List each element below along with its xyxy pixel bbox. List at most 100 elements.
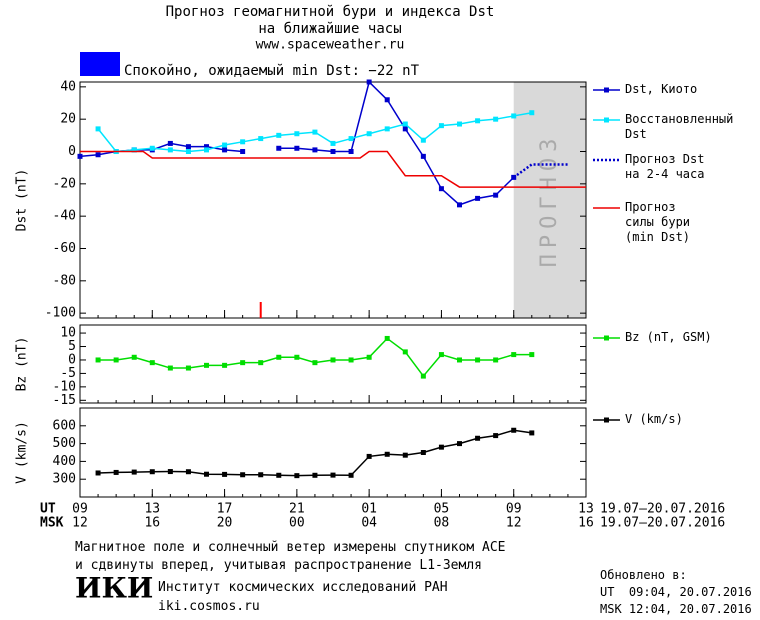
data-point: [348, 472, 354, 478]
x-tick-label: 05: [434, 502, 450, 517]
data-point: [493, 116, 499, 122]
data-point: [149, 469, 155, 475]
y-tick-label: 600: [53, 418, 76, 433]
x-tick-label: 09: [506, 502, 522, 517]
legend-entry: Восстановленный Dst: [625, 112, 734, 141]
data-point: [149, 145, 155, 151]
data-point: [77, 153, 83, 159]
y-axis-label: Dst (nT): [15, 169, 30, 232]
data-point: [258, 136, 264, 142]
status-indicator: [80, 52, 120, 76]
data-point: [475, 195, 481, 201]
y-tick-label: 5: [68, 339, 76, 354]
updated-msk: MSK 12:04, 20.07.2016: [600, 602, 752, 616]
y-tick-label: 10: [60, 326, 76, 341]
y-tick-label: 500: [53, 436, 76, 451]
subtitle: на ближайшие часы: [258, 21, 401, 37]
data-point: [113, 357, 119, 363]
data-point: [366, 453, 372, 459]
data-point: [475, 435, 481, 441]
y-axis-label: V (km/s): [15, 421, 30, 484]
data-point: [402, 349, 408, 355]
data-point: [330, 472, 336, 478]
logo: ИКИ: [75, 572, 153, 605]
data-point: [402, 452, 408, 458]
data-point: [95, 357, 101, 363]
data-point: [294, 131, 300, 137]
series-line: [98, 337, 532, 378]
data-point: [384, 451, 390, 457]
forecast-region: [513, 82, 586, 318]
data-point: [348, 357, 354, 363]
data-point: [204, 362, 209, 368]
data-point: [420, 137, 426, 143]
data-point: [420, 153, 426, 159]
data-point: [167, 147, 173, 153]
data-point: [511, 113, 517, 119]
date-range: 19.07–20.07.2016: [600, 516, 725, 531]
data-point: [294, 354, 300, 360]
data-point: [222, 147, 228, 153]
status: Спокойно, ожидаемый min Dst: −22 nT: [124, 63, 420, 79]
data-point: [348, 136, 354, 142]
data-point: [402, 121, 408, 127]
data-point: [529, 430, 535, 436]
x-tick-label: 13: [578, 502, 594, 517]
data-point: [95, 126, 101, 132]
data-point: [312, 129, 318, 135]
y-tick-label: -20: [53, 176, 76, 191]
data-point: [457, 357, 462, 363]
data-point: [493, 192, 499, 198]
legend-entry: Dst, Киото: [625, 82, 698, 96]
data-point: [149, 360, 155, 366]
site: iki.cosmos.ru: [158, 599, 260, 614]
data-point: [276, 132, 282, 138]
data-point: [475, 357, 481, 363]
legend-marker: [604, 417, 609, 423]
legend-entry: V (km/s): [625, 412, 683, 426]
data-point: [131, 354, 137, 360]
y-tick-label: -15: [53, 393, 76, 408]
data-point: [529, 110, 535, 116]
legend-entry: Прогноз Dst на 2-4 часа: [625, 152, 705, 181]
y-tick-label: -40: [53, 209, 76, 224]
data-point: [402, 126, 408, 132]
data-point: [312, 360, 318, 366]
x-axis-label: UT: [40, 502, 56, 517]
data-point: [185, 469, 191, 475]
institute: Институт космических исследований РАН: [158, 580, 448, 595]
data-point: [384, 335, 390, 341]
legend-entry: Bz (nT, GSM): [625, 330, 712, 344]
data-point: [438, 123, 444, 129]
series-line: [98, 429, 532, 477]
x-tick-label: 09: [72, 502, 88, 517]
y-tick-label: -80: [53, 273, 76, 288]
legend-entry: Прогноз силы бури (min Dst): [625, 200, 691, 244]
y-tick-label: 0: [68, 144, 76, 159]
data-point: [240, 149, 246, 155]
y-tick-label: 300: [53, 472, 76, 487]
url: www.spaceweather.ru: [256, 38, 405, 53]
data-point: [222, 362, 228, 368]
x2-tick-label: 20: [217, 516, 233, 531]
x-tick-label: 21: [289, 502, 305, 517]
y-tick-label: 0: [68, 352, 76, 367]
data-point: [167, 469, 173, 475]
data-point: [493, 433, 499, 439]
data-point: [457, 441, 462, 447]
data-point: [240, 472, 246, 478]
data-point: [475, 118, 481, 124]
x2-tick-label: 12: [506, 516, 522, 531]
data-point: [457, 202, 462, 208]
y-tick-label: -100: [45, 306, 76, 321]
data-point: [222, 471, 228, 477]
data-point: [204, 471, 209, 477]
data-point: [240, 360, 246, 366]
title: Прогноз геомагнитной бури и индекса Dst: [166, 4, 495, 20]
plot-frame: [79, 407, 587, 498]
data-point: [167, 365, 173, 371]
y-tick-label: 400: [53, 454, 76, 469]
data-point: [185, 144, 191, 150]
